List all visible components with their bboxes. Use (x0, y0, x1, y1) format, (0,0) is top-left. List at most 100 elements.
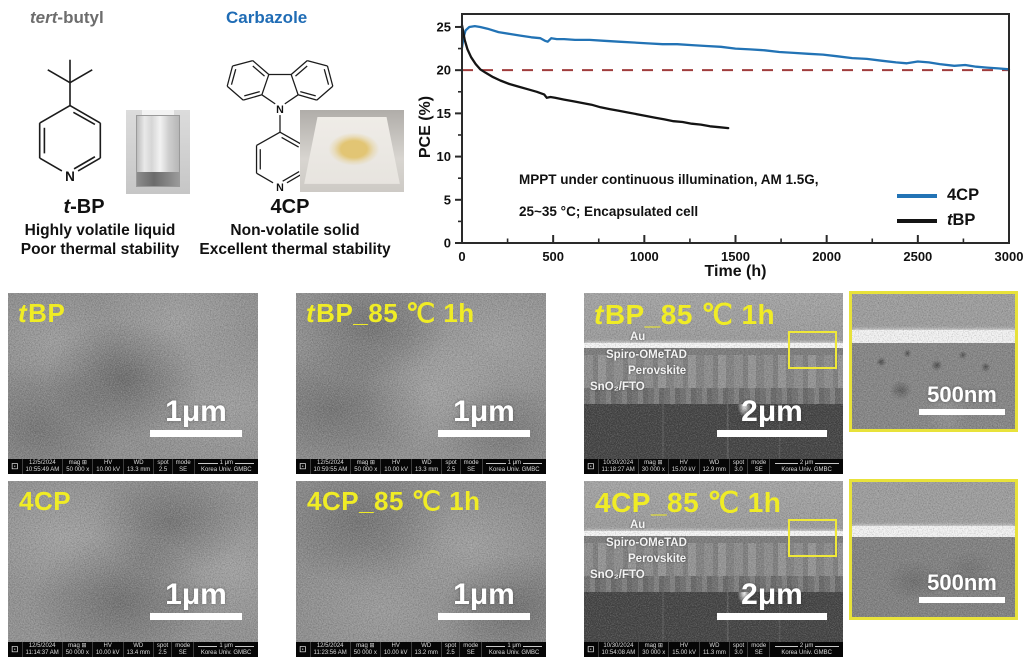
meta-datetime: 10/30/2024 10:54:08 AM (597, 642, 639, 657)
scale-bar (150, 430, 242, 437)
legend-entry-tbp: tBP (897, 208, 979, 233)
svg-text:0: 0 (444, 236, 451, 251)
meta-wd: WD 13.4 mm (122, 642, 153, 657)
metadata-bar: ⊡ 12/5/2024 10:59:55 AM mag ⊞ 50 000 x HV 1… (296, 459, 546, 474)
meta-spot-header: spot (156, 642, 169, 649)
y-axis-label: PCE (%) (417, 95, 434, 159)
meta-lab-name: Korea Univ. GMBC (200, 649, 252, 656)
scale-bar-group: 500nm (919, 572, 1005, 603)
meta-wd: WD 13.3 mm (410, 459, 441, 474)
meta-mag-value: 50 000 x (353, 649, 377, 656)
meta-spot-value: 3.0 (734, 649, 743, 656)
highlight-box (788, 519, 837, 557)
pce-chart: 0 500 1000 1500 2000 2500 3000 0 5 10 15 20 25 (437, 13, 1024, 264)
legend-line-tbp (897, 218, 937, 223)
sem-image-4cp-85-surface: 4CP_85 ℃ 1h 1μm ⊡ 12/5/2024 11:23:56 AM m… (296, 481, 546, 657)
layer-label-sno2-fto: SnO₂/FTO (590, 381, 645, 393)
meta-wd-header: WD (421, 642, 432, 649)
meta-spot-header: spot (445, 459, 457, 466)
sem-micrograph: 4CP_85 ℃ 1h Au Spiro-OMeTAD Perovskite S… (584, 481, 843, 642)
svg-text:1500: 1500 (721, 249, 750, 264)
meta-mode-header: mode (175, 642, 191, 649)
meta-wd-header: WD (421, 459, 432, 466)
meta-mode: mode SE (171, 459, 194, 474)
meta-mag-header: mag ⊞ (356, 459, 375, 466)
sem-inset-tbp-zoom: 500nm (849, 291, 1018, 432)
scale-label: 1μm (453, 395, 515, 428)
meta-ruler-group: 1 μm Korea Univ. GMBC (193, 642, 258, 657)
meta-date: 10/30/2024 (603, 642, 634, 649)
tbp-vial-photo (126, 110, 190, 194)
meta-wd-value: 13.4 mm (126, 649, 150, 656)
meta-mag: mag ⊞ 50 000 x (62, 459, 92, 474)
inset-micrograph: 500nm (852, 482, 1015, 617)
4cp-description: Non-volatile solid Excellent thermal sta… (188, 221, 402, 259)
sem-micrograph: tBP_85 ℃ 1h 1μm (296, 293, 546, 459)
meta-hv: HV 10.00 kV (380, 459, 411, 474)
sem-image-tbp-85-cross-section: tBP_85 ℃ 1h Au Spiro-OMeTAD Perovskite S… (584, 293, 843, 474)
meta-lab-name: Korea Univ. GMBC (201, 466, 252, 473)
meta-ruler-label: 1 μm (219, 642, 233, 649)
meta-hv-value: 10.00 kV (95, 649, 120, 656)
sem-micrograph: tBP 1μm (8, 293, 258, 459)
sem-grain-texture (852, 482, 1015, 617)
meta-spot-value: 2.5 (158, 466, 168, 473)
sem-label-4cp: 4CP (18, 486, 71, 517)
svg-text:1000: 1000 (630, 249, 659, 264)
scale-bar (919, 409, 1005, 415)
meta-mag: mag ⊞ 30 000 x (637, 459, 668, 474)
scale-label: 500nm (927, 382, 997, 407)
meta-ruler-group: 2 μm Korea Univ. GMBC (769, 642, 843, 657)
svg-text:20: 20 (437, 63, 451, 78)
meta-wd-value: 13.3 mm (414, 466, 439, 473)
film-substrate (304, 116, 400, 184)
meta-mag-value: 50 000 x (65, 649, 89, 656)
meta-hv: HV 10.00 kV (92, 459, 123, 474)
scale-bar-group: 1μm (438, 580, 530, 620)
meta-hv-value: 10.00 kV (96, 466, 120, 473)
meta-mode: mode SE (747, 642, 769, 657)
meta-date: 12/5/2024 (29, 459, 56, 466)
meta-ruler: 2 μm (774, 460, 839, 467)
meta-mode-value: SE (754, 466, 763, 473)
meta-hv-value: 10.00 kV (383, 649, 408, 656)
svg-text:500: 500 (542, 249, 564, 264)
svg-text:2500: 2500 (903, 249, 932, 264)
pce-chart-panel: 0 500 1000 1500 2000 2500 3000 0 5 10 15 20 25 PCE (… (405, 0, 1024, 290)
meta-mag-header: mag ⊞ (68, 459, 87, 466)
tbp-nitrogen-label: N (65, 169, 75, 184)
meta-spot: spot 2.5 (152, 642, 171, 657)
meta-mode-header: mode (751, 642, 767, 649)
4cp-name: 4CP (270, 196, 310, 218)
chart-annotation: MPPT under continuous illumination, AM 1… (519, 172, 819, 236)
vendor-logo-icon: ⊡ (11, 644, 19, 654)
scale-label: 2μm (741, 578, 803, 611)
tbp-structure: N (38, 59, 102, 184)
svg-text:3000: 3000 (995, 249, 1024, 264)
meta-hv: HV 15.00 kV (667, 459, 699, 474)
vendor-logo-icon: ⊡ (587, 644, 595, 654)
meta-hv: HV 15.00 kV (668, 642, 699, 657)
meta-ruler: 1 μm (486, 460, 543, 467)
meta-wd: WD 13.3 mm (122, 459, 153, 474)
layer-label-sno2-fto: SnO₂/FTO (590, 569, 645, 581)
scale-bar (919, 597, 1005, 603)
meta-time: 11:18:27 AM (601, 466, 635, 473)
scale-bar (150, 613, 242, 620)
meta-hv-header: HV (103, 459, 113, 466)
4cp-desc-line1: Non-volatile solid (230, 222, 360, 239)
carbazole-label: Carbazole (226, 8, 308, 27)
scale-bar-group: 500nm (919, 384, 1005, 415)
meta-spot: spot 2.5 (440, 642, 459, 657)
meta-datetime: 12/5/2024 10:59:55 AM (309, 459, 351, 474)
sem-image-4cp-surface: 4CP 1μm ⊡ 12/5/2024 11:14:37 AM mag ⊞ 50 0… (8, 481, 258, 657)
meta-datetime: 12/5/2024 11:23:56 AM (309, 642, 350, 657)
vendor-logo-icon: ⊡ (587, 461, 595, 471)
layer-label-spiro: Spiro-OMeTAD (606, 537, 687, 549)
sem-inset-4cp-zoom: 500nm (849, 479, 1018, 620)
sem-label-4cp-85-cross: 4CP_85 ℃ 1h (594, 486, 781, 519)
meta-spot: spot 3.0 (728, 642, 747, 657)
metadata-bar: ⊡ 10/30/2024 10:54:08 AM mag ⊞ 30 000 x HV… (584, 642, 843, 657)
scale-label: 2μm (741, 395, 803, 428)
meta-date: 12/5/2024 (317, 459, 344, 466)
